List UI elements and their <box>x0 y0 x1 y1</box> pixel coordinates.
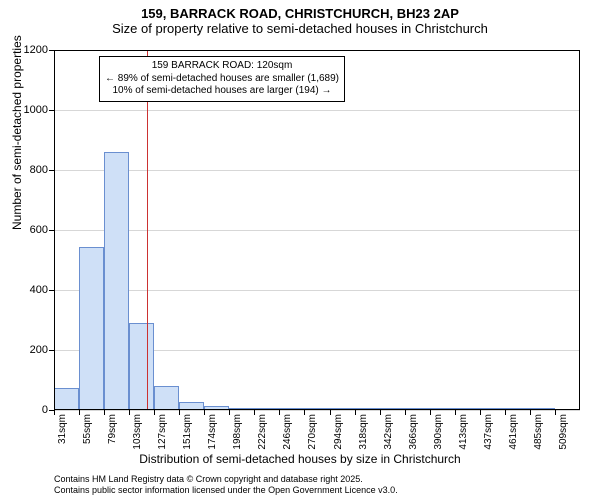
xtick-mark <box>254 410 255 415</box>
ytick-label: 1200 <box>24 44 48 56</box>
xtick-label: 174sqm <box>207 414 218 450</box>
xtick-label: 55sqm <box>82 414 93 444</box>
attribution-line-1: Contains HM Land Registry data © Crown c… <box>54 474 398 485</box>
xtick-mark <box>355 410 356 415</box>
page-subtitle: Size of property relative to semi-detach… <box>0 21 600 40</box>
xtick-label: 31sqm <box>57 414 68 444</box>
xtick-label: 366sqm <box>408 414 419 450</box>
gridline <box>54 410 580 411</box>
xtick-label: 318sqm <box>358 414 369 450</box>
xtick-label: 79sqm <box>107 414 118 444</box>
xtick-mark <box>405 410 406 415</box>
chart-container: 159, BARRACK ROAD, CHRISTCHURCH, BH23 2A… <box>0 0 600 500</box>
xtick-label: 151sqm <box>182 414 193 450</box>
plot-area: 02004006008001000120031sqm55sqm79sqm103s… <box>54 50 580 410</box>
xtick-mark <box>505 410 506 415</box>
xtick-mark <box>229 410 230 415</box>
xtick-mark <box>129 410 130 415</box>
xtick-mark <box>455 410 456 415</box>
xtick-mark <box>380 410 381 415</box>
xtick-label: 390sqm <box>433 414 444 450</box>
xtick-label: 437sqm <box>483 414 494 450</box>
xtick-mark <box>154 410 155 415</box>
xtick-label: 342sqm <box>383 414 394 450</box>
xtick-label: 246sqm <box>282 414 293 450</box>
xtick-mark <box>279 410 280 415</box>
ytick-label: 800 <box>30 164 48 176</box>
plot-border <box>54 50 580 410</box>
attribution-line-2: Contains public sector information licen… <box>54 485 398 496</box>
xtick-label: 222sqm <box>257 414 268 450</box>
xtick-mark <box>530 410 531 415</box>
ytick-label: 400 <box>30 284 48 296</box>
xtick-label: 294sqm <box>333 414 344 450</box>
xtick-label: 270sqm <box>307 414 318 450</box>
attribution: Contains HM Land Registry data © Crown c… <box>54 474 398 496</box>
xtick-mark <box>79 410 80 415</box>
y-axis-label: Number of semi-detached properties <box>10 35 24 230</box>
xtick-mark <box>555 410 556 415</box>
xtick-mark <box>304 410 305 415</box>
ytick-label: 200 <box>30 344 48 356</box>
ytick-label: 0 <box>42 404 48 416</box>
xtick-mark <box>330 410 331 415</box>
xtick-mark <box>204 410 205 415</box>
ytick-label: 600 <box>30 224 48 236</box>
ytick-label: 1000 <box>24 104 48 116</box>
xtick-label: 198sqm <box>232 414 243 450</box>
xtick-label: 485sqm <box>533 414 544 450</box>
xtick-mark <box>54 410 55 415</box>
xtick-label: 413sqm <box>458 414 469 450</box>
xtick-mark <box>430 410 431 415</box>
xtick-mark <box>179 410 180 415</box>
page-title: 159, BARRACK ROAD, CHRISTCHURCH, BH23 2A… <box>0 0 600 21</box>
xtick-mark <box>104 410 105 415</box>
xtick-label: 461sqm <box>508 414 519 450</box>
xtick-label: 127sqm <box>157 414 168 450</box>
xtick-mark <box>480 410 481 415</box>
x-axis-label: Distribution of semi-detached houses by … <box>0 452 600 466</box>
xtick-label: 509sqm <box>558 414 569 450</box>
xtick-label: 103sqm <box>132 414 143 450</box>
